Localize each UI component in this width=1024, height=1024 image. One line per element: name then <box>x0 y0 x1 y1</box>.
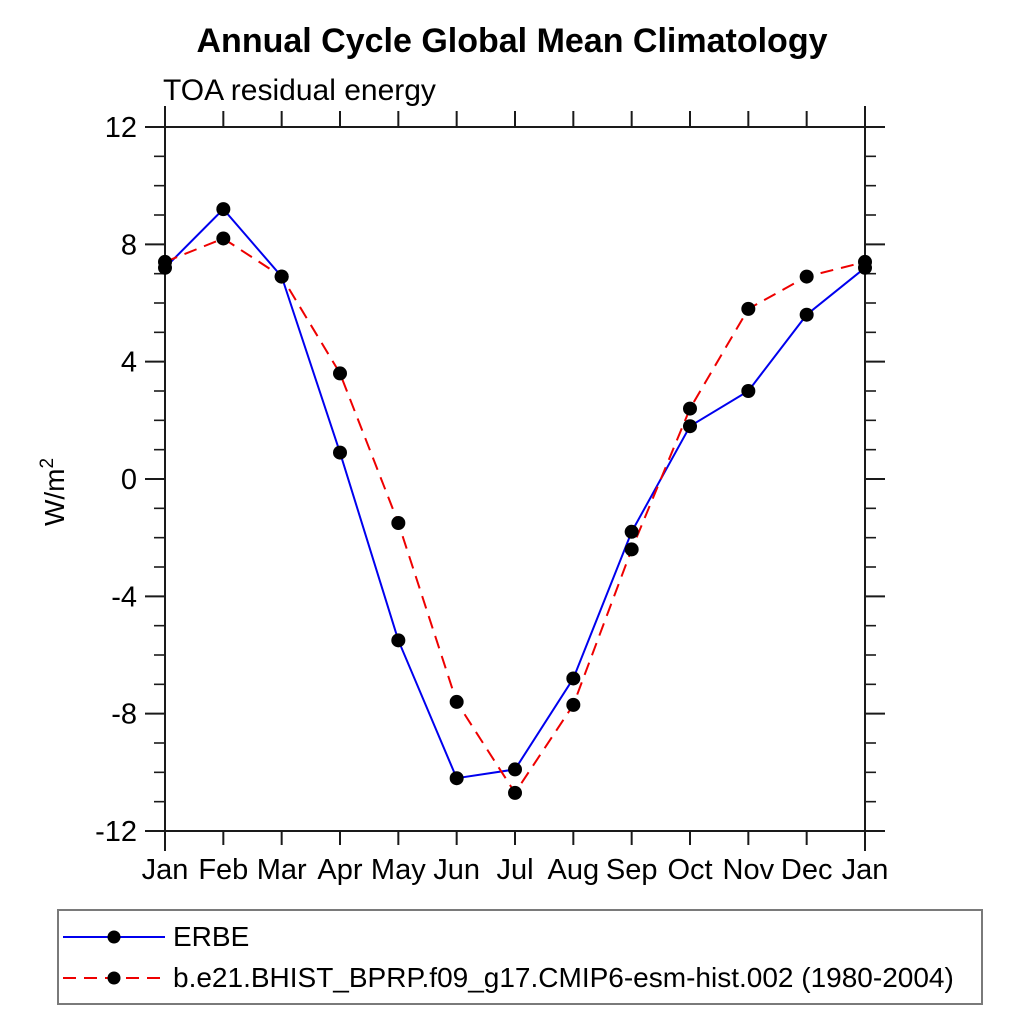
y-tick-label: -4 <box>111 581 137 613</box>
data-point-marker <box>683 401 697 416</box>
x-tick-label: Dec <box>781 854 833 886</box>
y-tick-label: 0 <box>121 464 137 496</box>
data-point-marker <box>683 419 697 434</box>
data-point-marker <box>216 202 231 217</box>
data-point-marker <box>624 524 639 539</box>
y-tick-label: 12 <box>105 112 137 144</box>
x-tick-label: Apr <box>317 854 362 886</box>
data-point-marker <box>858 254 872 269</box>
x-tick-label: Jul <box>496 854 533 886</box>
y-tick-label: -12 <box>95 816 137 848</box>
data-point-marker <box>741 301 756 316</box>
series-line-model <box>164 237 866 795</box>
legend-swatch <box>63 971 165 985</box>
chart-subtitle: TOA residual energy <box>163 74 436 107</box>
x-tick-label: Oct <box>667 854 712 886</box>
x-tick-label: Jan <box>842 854 889 886</box>
legend-box: ERBE b.e21.BHIST_BPRP.f09_g17.CMIP6-esm-h… <box>57 909 983 1005</box>
data-point-marker <box>799 269 814 284</box>
data-point-marker <box>333 366 347 381</box>
legend-item-erbe: ERBE <box>61 918 249 956</box>
data-point-marker <box>508 785 522 800</box>
x-tick-label: Sep <box>606 854 658 886</box>
x-tick-label: Jun <box>433 854 480 886</box>
data-point-marker <box>391 516 406 530</box>
data-point-marker <box>391 633 406 648</box>
y-tick-label: -8 <box>111 699 137 731</box>
y-tick-label: 8 <box>121 229 137 261</box>
data-point-marker <box>624 542 639 557</box>
legend-label: ERBE <box>173 921 250 952</box>
data-point-marker <box>799 307 814 322</box>
y-tick-label: 4 <box>121 347 137 379</box>
legend-item-model: b.e21.BHIST_BPRP.f09_g17.CMIP6-esm-hist.… <box>61 959 954 997</box>
data-point-marker <box>333 445 347 460</box>
data-point-marker <box>741 384 756 398</box>
plot-frame <box>164 126 866 832</box>
legend-marker-dot <box>107 971 121 985</box>
data-point-marker <box>566 697 581 712</box>
data-point-marker <box>508 762 522 777</box>
data-point-marker <box>449 694 464 709</box>
x-tick-label: May <box>371 854 426 886</box>
x-tick-label: Nov <box>723 854 775 886</box>
x-tick-label: Jan <box>142 854 189 886</box>
legend-swatch <box>63 930 165 944</box>
data-point-marker <box>216 231 231 246</box>
x-tick-label: Aug <box>548 854 600 886</box>
data-point-marker <box>566 671 581 686</box>
legend-marker-dot <box>107 930 121 944</box>
legend-label: b.e21.BHIST_BPRP.f09_g17.CMIP6-esm-hist.… <box>173 962 954 993</box>
chart-title: Annual Cycle Global Mean Climatology <box>196 22 828 60</box>
y-axis-label: W/m2 <box>37 458 70 526</box>
x-tick-label: Mar <box>257 854 307 886</box>
data-point-marker <box>158 254 172 269</box>
data-point-marker <box>274 269 289 284</box>
data-point-marker <box>449 771 464 786</box>
x-tick-label: Feb <box>198 854 248 886</box>
series-line-erbe <box>164 207 866 780</box>
